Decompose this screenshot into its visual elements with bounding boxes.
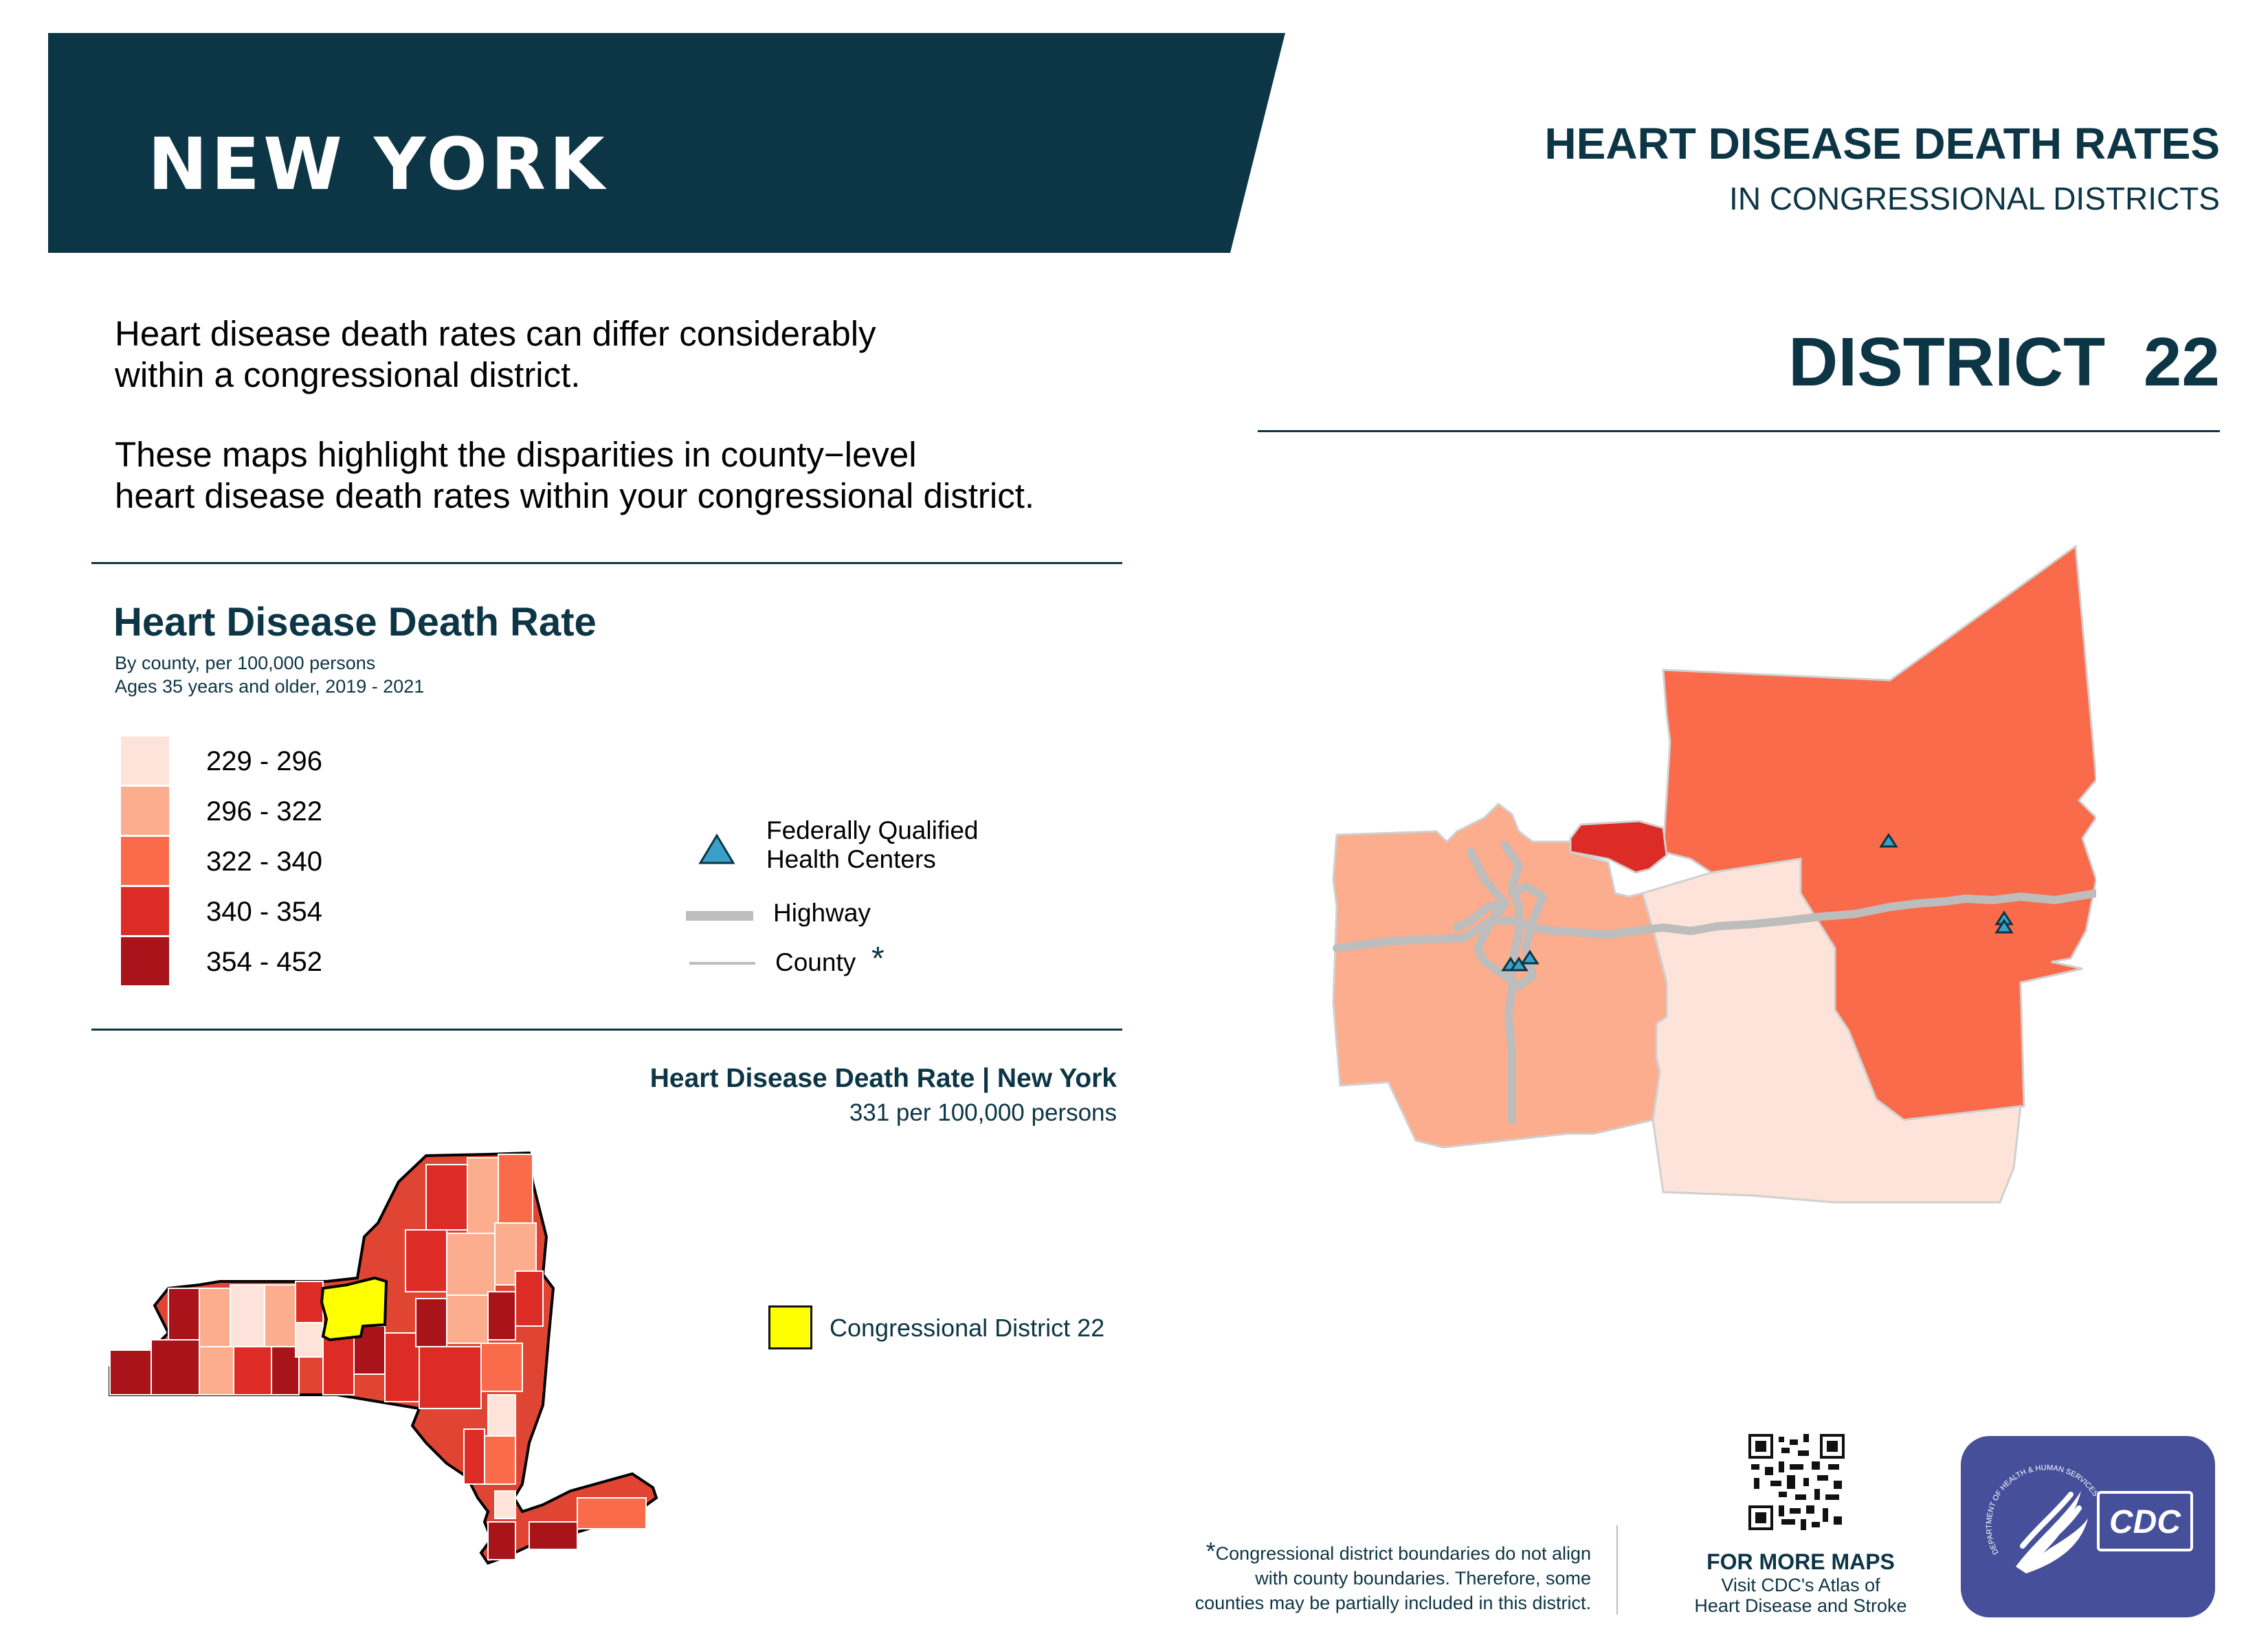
legend-label: 354 - 452: [206, 947, 323, 977]
district-highlight-swatch: [768, 1305, 812, 1349]
footnote-text: Congressional district boundaries do not…: [1215, 1543, 1591, 1564]
district-title: DISTRICT 22: [1788, 324, 2220, 401]
hhs-seal-ring: DEPARTMENT OF HEALTH & HUMAN SERVICES · …: [1975, 1444, 2115, 1601]
fqhc-legend-label: Federally Qualified Health Centers: [766, 816, 1041, 874]
fqhc-line: Health Centers: [766, 845, 936, 873]
legend-swatch-4: [121, 887, 169, 935]
highway-i481: [1453, 899, 1509, 932]
district-highlight: [320, 1276, 388, 1342]
legend-subtitle: Ages 35 years and older, 2019 - 2021: [115, 676, 425, 697]
footnote-line: *Congressional district boundaries do no…: [1195, 1539, 1591, 1566]
triangle-icon: [1520, 950, 1539, 965]
county-asterisk: *: [871, 941, 885, 977]
intro-line: heart disease death rates within your co…: [115, 476, 1035, 515]
svg-text:DEPARTMENT OF HEALTH & HUMAN S: DEPARTMENT OF HEALTH & HUMAN SERVICES · …: [1978, 1450, 2100, 1556]
fqhc-line: Federally Qualified: [766, 816, 979, 844]
legend-swatch-1: [121, 737, 169, 785]
report-title: HEART DISEASE DEATH RATES: [1544, 119, 2220, 168]
district-divider: [1258, 430, 2220, 432]
intro-paragraph-1: Heart disease death rates can differ con…: [115, 313, 1146, 396]
legend-title: Heart Disease Death Rate: [113, 600, 597, 644]
district-highlight-label: Congressional District 22: [830, 1314, 1105, 1342]
more-maps-line: Heart Disease and Stroke: [1694, 1595, 1907, 1616]
highway-legend-label: Highway: [773, 899, 871, 927]
county-grid: [109, 1154, 647, 1560]
state-map: [109, 1151, 658, 1565]
intro-paragraph-2: These maps highlight the disparities in …: [115, 434, 1146, 517]
highway-legend-line: [686, 911, 753, 921]
hhs-cdc-logo: DEPARTMENT OF HEALTH & HUMAN SERVICES · …: [1961, 1436, 2215, 1617]
legend-label: 322 - 340: [206, 846, 323, 877]
cdc-logo-text: CDC: [2109, 1504, 2181, 1540]
legend-divider-top: [91, 562, 1122, 564]
county-legend-label: County: [775, 948, 856, 976]
triangle-icon: [698, 833, 735, 864]
district-map: [1332, 544, 2096, 1204]
state-name: NEW YORK: [148, 122, 608, 206]
intro-line: Heart disease death rates can differ con…: [115, 314, 876, 353]
county-oneida: [1662, 544, 2096, 1121]
footnote: *Congressional district boundaries do no…: [1195, 1539, 1591, 1615]
highway-i90: [1333, 889, 2096, 952]
footnote-line: with county boundaries. Therefore, some: [1255, 1568, 1591, 1589]
intro-line: within a congressional district.: [115, 355, 581, 394]
more-maps-link[interactable]: Visit CDC's Atlas of Heart Disease and S…: [1663, 1575, 1938, 1616]
report-subtitle: IN CONGRESSIONAL DISTRICTS: [1729, 181, 2220, 216]
county-madison: [1641, 857, 2022, 1204]
legend-label: 229 - 296: [206, 746, 323, 776]
header-banner: [48, 33, 1285, 253]
county-oswego-part: [1569, 820, 1668, 874]
intro-line: These maps highlight the disparities in …: [115, 435, 917, 474]
footnote-line: counties may be partially included in th…: [1194, 1593, 1591, 1613]
triangle-icon: [1879, 833, 1898, 848]
legend-subtitle: By county, per 100,000 persons: [115, 653, 376, 673]
more-maps-line: Visit CDC's Atlas of: [1721, 1575, 1880, 1595]
hhs-seal-text: DEPARTMENT OF HEALTH & HUMAN SERVICES · …: [1975, 1444, 2100, 1556]
more-maps-heading[interactable]: FOR MORE MAPS: [1706, 1549, 1895, 1574]
hhs-eagle-logo: [1982, 1466, 2104, 1588]
legend-swatch-3: [121, 837, 169, 885]
footer-divider: [1616, 1525, 1618, 1615]
state-rate-value: 331 per 100,000 persons: [849, 1099, 1117, 1126]
qr-code-icon[interactable]: [1746, 1431, 1847, 1533]
highway-i81: [1501, 841, 1523, 1124]
footnote-asterisk: *: [1205, 1537, 1216, 1565]
legend-label: 340 - 354: [206, 897, 323, 927]
cdc-logo: CDC: [2097, 1491, 2193, 1551]
state-rate-title: Heart Disease Death Rate | New York: [649, 1064, 1117, 1093]
triangle-icon: [1994, 919, 2014, 934]
legend-divider-bottom: [91, 1029, 1122, 1031]
legend-swatch-5: [121, 937, 169, 985]
legend-swatch-2: [121, 787, 169, 835]
legend-label: 296 - 322: [206, 796, 323, 827]
county-legend-line: [689, 962, 755, 965]
